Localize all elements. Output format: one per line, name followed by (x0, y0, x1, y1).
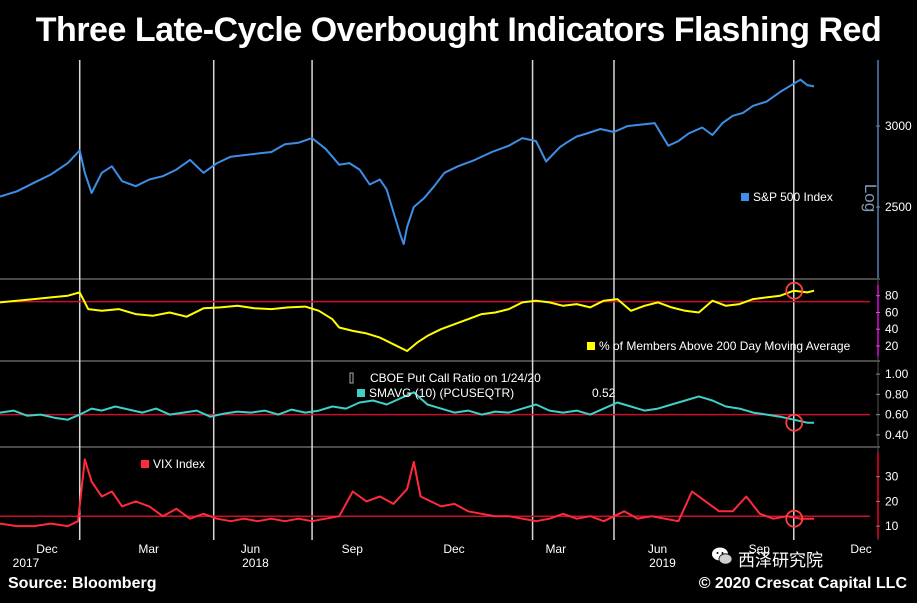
x-tick-label: Mar (138, 542, 159, 556)
y-tick-label: 0.80 (885, 387, 909, 401)
y-tick-label: 80 (885, 289, 899, 303)
legend-handle (349, 372, 354, 384)
log-axis-label: Log (861, 184, 880, 212)
legend-label: % of Members Above 200 Day Moving Averag… (599, 339, 851, 353)
x-tick-label: Dec (443, 542, 464, 556)
x-tick-label: Sep (749, 542, 771, 556)
x-tick-label: Dec (850, 542, 871, 556)
x-tick-label: Sep (342, 542, 364, 556)
legend-label: CBOE Put Call Ratio on 1/24/20 (370, 371, 541, 385)
copyright-label: © 2020 Crescat Capital LLC (698, 575, 907, 592)
chart-title: Three Late-Cycle Overbought Indicators F… (35, 11, 882, 49)
series-line (0, 391, 815, 424)
series-line (0, 78, 815, 246)
x-tick-label: Jun (241, 542, 260, 556)
series-line (0, 289, 815, 352)
y-tick-label: 0.60 (885, 408, 909, 422)
series-line (0, 458, 815, 528)
x-year-label: 2017 (13, 556, 40, 570)
source-label: Source: Bloomberg (8, 575, 157, 592)
y-tick-label: 3000 (885, 119, 912, 133)
legend-swatch (357, 389, 365, 397)
x-year-label: 2018 (242, 556, 269, 570)
legend-label: S&P 500 Index (753, 190, 833, 204)
y-tick-label: 2500 (885, 200, 912, 214)
y-tick-label: 20 (885, 339, 899, 353)
y-tick-label: 1.00 (885, 367, 909, 381)
chart-area: 2500 3000 20 40 60 80 0.40 0.60 0.80 1.00 10 20 30 Lo… (0, 60, 912, 570)
legend-swatch (741, 193, 749, 201)
legend-swatch (141, 460, 149, 468)
x-year-label: 2019 (649, 556, 676, 570)
y-tick-label: 60 (885, 305, 899, 319)
last-value-marker (785, 509, 804, 528)
legend-series-label: SMAVG (10) (PCUSEQTR) (369, 386, 514, 400)
x-tick-label: Jun (648, 542, 667, 556)
x-tick-label: Mar (545, 542, 566, 556)
legend-last-value: 0.52 (592, 386, 616, 400)
y-tick-label: 0.40 (885, 428, 909, 442)
last-value-marker (785, 281, 804, 300)
wechat-icon (712, 547, 733, 565)
y-tick-label: 20 (885, 494, 899, 508)
last-value-marker (785, 413, 804, 432)
y-tick-label: 40 (885, 322, 899, 336)
y-tick-label: 10 (885, 519, 899, 533)
watermark-text: 西泽研究院 (738, 551, 823, 571)
legend-swatch (587, 342, 595, 350)
y-tick-label: 30 (885, 470, 899, 484)
legend-label: VIX Index (153, 457, 205, 471)
x-tick-label: Dec (36, 542, 57, 556)
